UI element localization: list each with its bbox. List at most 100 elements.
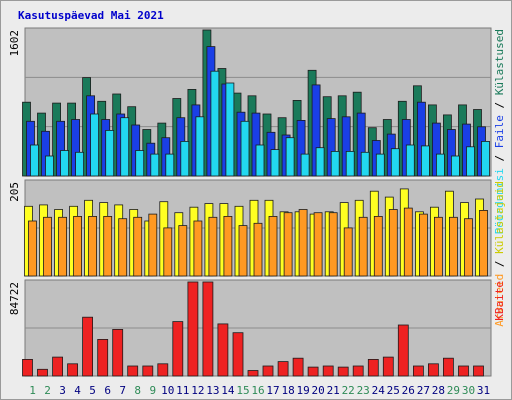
day-label: 31: [477, 384, 490, 397]
bar: [337, 366, 349, 377]
legend-entry: Arvuteid: [493, 274, 506, 327]
day-label: 27: [417, 384, 430, 397]
bar: [118, 218, 128, 277]
bar: [142, 365, 154, 377]
legend-entry: /: [493, 95, 506, 115]
legend-top: Pöördumisi / Faile / Külastused: [493, 29, 506, 234]
bar: [375, 153, 385, 177]
bar: [352, 365, 364, 377]
day-label: 11: [176, 384, 189, 397]
bar: [262, 365, 274, 377]
bar: [238, 225, 248, 277]
day-label: 26: [402, 384, 415, 397]
day-label: 16: [251, 384, 264, 397]
bar: [343, 227, 353, 277]
day-label: 25: [387, 384, 400, 397]
bar: [150, 153, 160, 177]
day-label: 20: [311, 384, 324, 397]
bar: [208, 216, 218, 277]
bar: [67, 363, 78, 377]
day-label: 13: [206, 384, 219, 397]
bar: [165, 153, 175, 177]
day-label: 8: [134, 384, 141, 397]
bar: [307, 366, 319, 377]
bar: [322, 365, 334, 377]
bar: [292, 357, 304, 377]
bar: [133, 216, 143, 277]
chart-panels: 1602 205 84722: [8, 27, 492, 377]
day-label: 4: [74, 384, 81, 397]
legend-entry: /: [493, 254, 506, 274]
day-label: 5: [89, 384, 96, 397]
bar: [58, 216, 67, 277]
bar: [313, 212, 323, 277]
bar: [427, 363, 439, 377]
panel-middle: 205: [8, 179, 492, 277]
day-label: 14: [221, 384, 235, 397]
ymax-label: 1602: [8, 30, 21, 57]
bar: [75, 151, 84, 177]
legend-entry: Faile: [493, 115, 506, 148]
day-label: 7: [119, 384, 126, 397]
bar: [373, 215, 383, 277]
chart-title: Kasutuspäevad Mai 2021: [18, 9, 164, 22]
bar: [90, 113, 99, 177]
day-label: 21: [327, 384, 340, 397]
bar: [217, 323, 229, 377]
bar: [433, 216, 443, 277]
bar: [466, 146, 475, 177]
bar: [88, 215, 97, 277]
bar: [105, 129, 115, 177]
bar: [112, 328, 124, 377]
bar: [82, 316, 93, 377]
bar: [253, 222, 263, 277]
bar: [172, 321, 184, 377]
bar: [120, 117, 130, 177]
bar: [283, 212, 293, 277]
day-label: 23: [357, 384, 370, 397]
day-label: 3: [59, 384, 66, 397]
legend-entry: KBaite: [493, 281, 506, 321]
bar: [397, 324, 409, 377]
day-label: 29: [447, 384, 460, 397]
bar: [382, 356, 394, 377]
day-label: 17: [266, 384, 279, 397]
ymax-label: 205: [8, 182, 21, 202]
bar: [225, 82, 235, 177]
bar: [418, 213, 428, 277]
bar: [103, 215, 113, 277]
bar: [240, 120, 250, 177]
legend-entry: Külastajaid: [493, 181, 506, 254]
bar: [360, 151, 370, 177]
bar: [28, 220, 37, 277]
bar: [268, 215, 278, 277]
bar: [479, 209, 488, 277]
bar: [202, 281, 214, 377]
legend-bottom: KBaite: [493, 281, 506, 321]
bar: [43, 216, 52, 277]
bar: [277, 361, 289, 377]
bar: [330, 150, 340, 177]
bar: [255, 144, 265, 177]
panel-bottom: 84722: [8, 279, 492, 377]
series-kbaite: [22, 281, 484, 377]
bar: [388, 209, 398, 277]
bar: [193, 220, 203, 277]
bar: [412, 365, 424, 377]
bar: [448, 216, 458, 277]
day-label: 28: [432, 384, 445, 397]
day-label: 19: [296, 384, 309, 397]
series-p-rdumisi: [30, 70, 490, 177]
bar: [367, 358, 379, 377]
series-arvutid: [28, 207, 488, 277]
bar: [163, 227, 173, 277]
bar: [285, 137, 295, 177]
bar: [390, 148, 400, 177]
bar: [458, 365, 469, 377]
bar: [37, 368, 48, 377]
bar: [270, 149, 280, 177]
bar: [52, 356, 63, 377]
bar: [180, 140, 190, 177]
legend-middle: Arvuteid / Külastajaid: [493, 181, 506, 327]
